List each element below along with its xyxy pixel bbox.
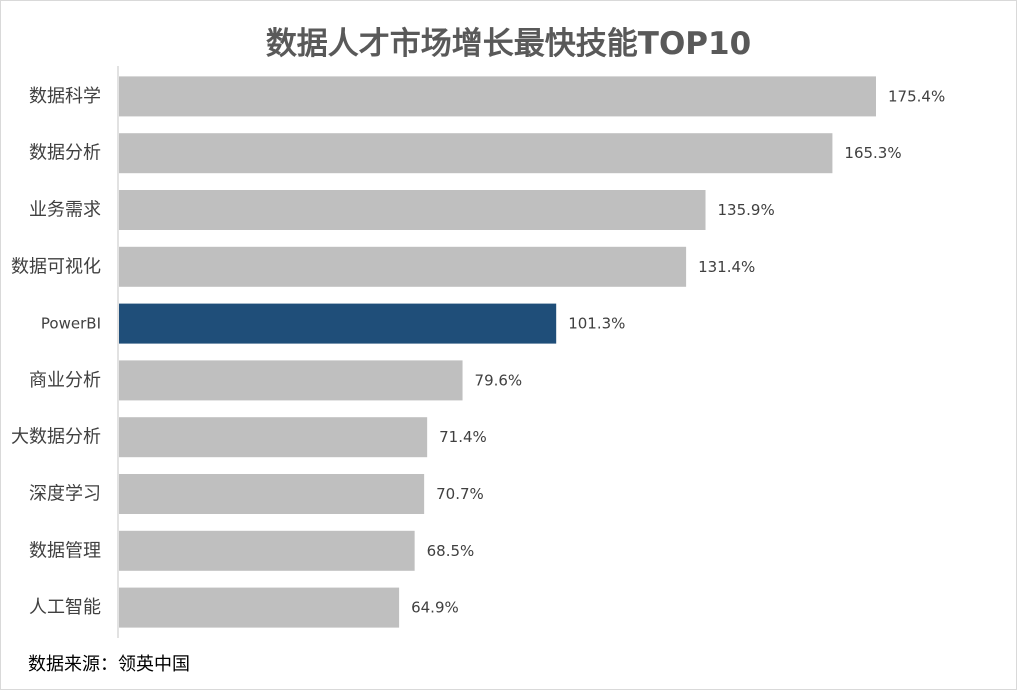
value-label-4: 101.3% (568, 315, 625, 333)
bar-5 (119, 360, 463, 401)
category-label-0: 数据科学 (29, 86, 101, 107)
chart-title: 数据人才市场增长最快技能TOP10 (265, 26, 752, 62)
category-label-4: PowerBI (41, 315, 101, 333)
bar-8 (119, 530, 415, 571)
value-label-8: 68.5% (427, 542, 475, 560)
category-label-1: 数据分析 (29, 143, 101, 164)
category-label-9: 人工智能 (29, 597, 101, 618)
category-label-6: 大数据分析 (11, 427, 101, 448)
value-label-9: 64.9% (411, 599, 459, 617)
value-label-6: 71.4% (439, 428, 487, 446)
category-label-8: 数据管理 (29, 540, 101, 561)
category-label-2: 业务需求 (29, 200, 101, 221)
value-label-7: 70.7% (436, 485, 484, 503)
bar-2 (119, 190, 706, 230)
bar-9 (119, 587, 400, 628)
data-source-note: 数据来源：领英中国 (28, 654, 190, 675)
bar-1 (119, 133, 833, 174)
bar-6 (119, 417, 428, 458)
bar-7 (119, 474, 425, 514)
value-label-0: 175.4% (888, 87, 945, 105)
value-label-5: 79.6% (475, 371, 523, 389)
value-label-2: 135.9% (718, 201, 775, 219)
category-label-7: 深度学习 (29, 484, 101, 505)
bar-0 (119, 76, 876, 117)
bar-4 (119, 303, 557, 344)
category-label-3: 数据可视化 (11, 256, 101, 277)
bar-3 (119, 246, 687, 287)
value-label-1: 165.3% (844, 144, 901, 162)
value-label-3: 131.4% (698, 258, 755, 276)
category-label-5: 商业分析 (29, 370, 101, 391)
